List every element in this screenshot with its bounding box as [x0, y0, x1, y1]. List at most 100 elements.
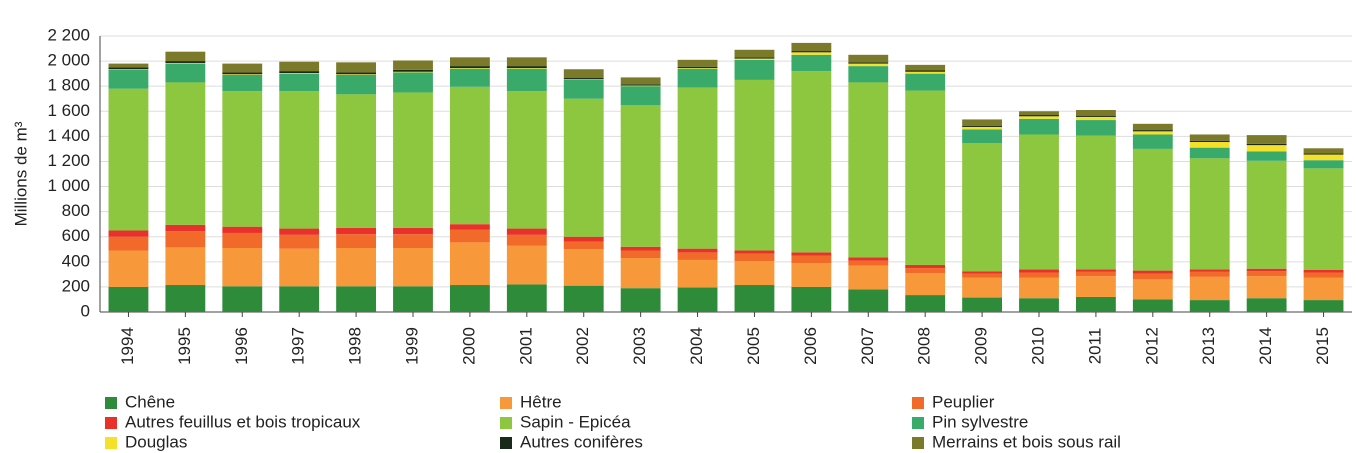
bar-segment — [222, 91, 263, 227]
bar-segment — [620, 288, 661, 312]
bar-segment — [279, 228, 320, 235]
bar-segment — [905, 71, 946, 74]
bar-segment — [1019, 298, 1059, 312]
bar-segment — [506, 234, 547, 246]
bar-segment — [506, 66, 547, 68]
bar-segment — [393, 69, 433, 72]
bar-segment — [791, 252, 832, 256]
x-tick-label: 2001 — [516, 327, 535, 365]
bar-segment — [905, 73, 946, 91]
bar-segment — [1132, 123, 1173, 131]
bar-segment — [1246, 160, 1287, 269]
bar-segment — [1303, 148, 1344, 154]
bar-segment — [1019, 116, 1059, 119]
x-tick-label: 1997 — [289, 327, 308, 365]
bar-segment — [1303, 160, 1344, 169]
bar-segment — [677, 252, 718, 260]
x-tick-label: 2014 — [1256, 327, 1275, 365]
bar-segment — [962, 143, 1003, 272]
bar-segment — [449, 285, 490, 312]
x-tick-label: 2003 — [630, 327, 649, 365]
bar-segment — [734, 253, 775, 262]
bar-segment — [506, 67, 547, 69]
bar-segment — [563, 98, 604, 237]
bar-segment — [1075, 110, 1116, 116]
bar-segment — [108, 286, 149, 312]
bar-segment — [1246, 151, 1287, 161]
y-tick-label: 600 — [62, 226, 90, 245]
bar-segment — [165, 247, 206, 286]
bar-segment — [1189, 271, 1230, 277]
bar-segment — [449, 57, 490, 67]
bar-segment — [905, 268, 946, 274]
bar-segment — [1075, 276, 1116, 297]
bar-segment — [108, 69, 149, 89]
bar-segment — [506, 68, 547, 92]
bar-segment — [677, 248, 718, 253]
bar-segment — [962, 297, 1003, 312]
y-tick-label: 2 000 — [47, 51, 90, 70]
bar-segment — [791, 71, 832, 253]
bar-segment — [1132, 134, 1173, 149]
x-tick-label: 1999 — [402, 327, 421, 365]
bar-segment — [1075, 115, 1116, 117]
bar-segment — [905, 70, 946, 72]
bar-segment — [222, 286, 263, 312]
bar-segment — [108, 236, 149, 251]
bar-segment — [393, 248, 433, 287]
legend-swatch — [500, 437, 512, 449]
bar-segment — [506, 284, 547, 312]
bar-segment — [1189, 269, 1230, 272]
bar-segment — [165, 51, 206, 62]
legend-swatch — [912, 417, 924, 429]
bar-segment — [1132, 299, 1173, 312]
bar-segment — [563, 69, 604, 79]
bar-segment — [1246, 268, 1287, 272]
bar-segment — [1303, 277, 1344, 301]
bar-segment — [165, 82, 206, 225]
legend-label: Autres feuillus et bois tropicaux — [125, 412, 361, 431]
legend-label: Douglas — [125, 432, 187, 451]
legend-swatch — [105, 437, 117, 449]
bar-segment — [962, 277, 1003, 298]
x-tick-label: 1996 — [232, 327, 251, 365]
bar-segment — [677, 68, 718, 88]
bar-segment — [393, 234, 433, 249]
bar-segment — [563, 236, 604, 242]
bar-segment — [791, 51, 832, 53]
bar-segment — [620, 105, 661, 247]
bar-segment — [677, 66, 718, 68]
bar-segment — [734, 79, 775, 251]
legend-swatch — [500, 417, 512, 429]
bar-segment — [1189, 276, 1230, 301]
legend-label: Sapin - Epicéa — [520, 412, 631, 431]
bar-segment — [1132, 270, 1173, 274]
bar-segment — [336, 234, 377, 249]
x-tick-label: 2004 — [687, 327, 706, 365]
bar-segment — [734, 250, 775, 254]
bar-segment — [222, 248, 263, 287]
bar-segment — [1132, 279, 1173, 300]
bar-segment — [506, 91, 547, 229]
bar-segment — [848, 54, 889, 63]
bar-segment — [962, 273, 1003, 278]
bar-segment — [1019, 269, 1059, 273]
legend-label: Pin sylvestre — [932, 412, 1028, 431]
bar-segment — [165, 63, 206, 83]
y-tick-label: 1 000 — [47, 176, 90, 195]
bar-segment — [336, 227, 377, 235]
legend-label: Merrains et bois sous rail — [932, 432, 1121, 451]
y-tick-label: 0 — [81, 301, 90, 320]
bar-segment — [449, 66, 490, 68]
bar-segment — [108, 88, 149, 231]
bar-segment — [1246, 271, 1287, 277]
x-tick-label: 2012 — [1142, 327, 1161, 365]
bar-segment — [677, 59, 718, 67]
x-tick-label: 2015 — [1313, 327, 1332, 365]
bar-segment — [222, 63, 263, 73]
bar-segment — [1132, 131, 1173, 135]
bar-segment — [393, 60, 433, 70]
bar-segment — [222, 232, 263, 249]
bar-segment — [393, 286, 433, 312]
bar-segment — [848, 82, 889, 258]
